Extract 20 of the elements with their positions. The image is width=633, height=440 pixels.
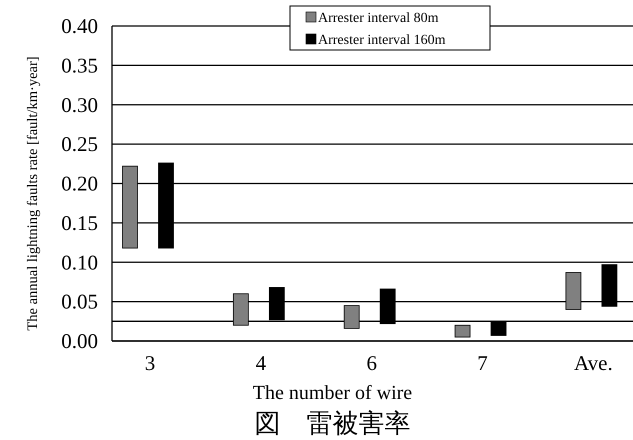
y-tick-label: 0.25 [61,132,98,156]
x-axis-title: The number of wire [252,382,412,404]
y-tick-label: 0.10 [61,250,98,274]
x-tick-label: 4 [256,351,267,375]
x-tick-label: 3 [144,351,156,375]
y-tick-label: 0.20 [61,172,98,196]
y-tick-label: 0.00 [61,329,98,353]
legend-label: Arrester interval 80m [318,11,439,26]
x-tick-label: 7 [477,351,488,375]
y-tick-label: 0.05 [61,290,98,314]
bar [454,324,470,338]
y-tick-label: 0.30 [61,92,98,117]
y-tick-label: 0.40 [61,14,98,38]
x-tick-label: Ave. [574,351,613,375]
y-axis-title: The annual lightning faults rate [fault/km·year] [25,56,41,331]
y-tick-label: 0.15 [61,210,98,235]
x-tick-label: 6 [366,351,377,375]
text: 図 雷被害率 [254,409,410,439]
legend-label: Arrester interval 160m [318,33,446,48]
y-tick-label: 0.35 [61,53,98,78]
